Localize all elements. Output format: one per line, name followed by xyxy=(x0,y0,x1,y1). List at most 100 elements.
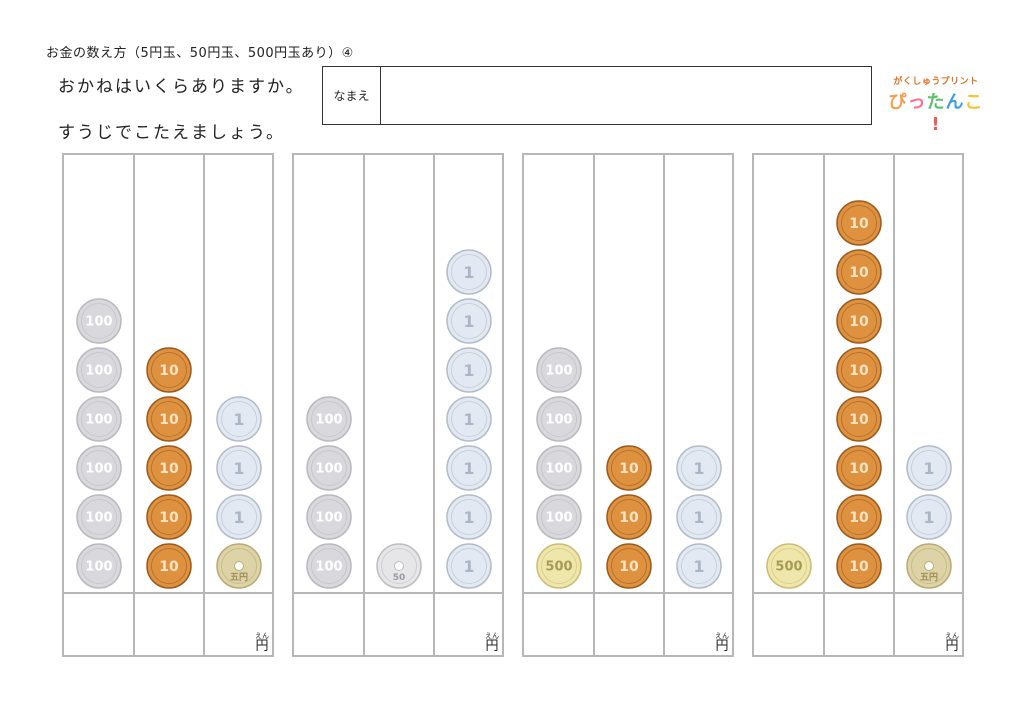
name-box: なまえ xyxy=(322,66,872,125)
answer-cell-2[interactable] xyxy=(134,594,202,655)
yen-unit-label: えん円 xyxy=(255,633,269,654)
coin-10-icon: 10 xyxy=(146,396,192,442)
coin-1-icon: 1 xyxy=(446,347,492,393)
coin-label: 10 xyxy=(849,412,869,428)
coin-label: 10 xyxy=(159,559,179,575)
column-divider xyxy=(823,155,825,655)
column-divider xyxy=(363,155,365,655)
instruction-line-1: おかねはいくらありますか。 xyxy=(58,77,305,97)
logo-subtitle: がくしゅうプリント xyxy=(893,77,979,87)
coin-label: 10 xyxy=(849,216,869,232)
yen-ruby: えん xyxy=(485,632,499,640)
coin-10-icon: 10 xyxy=(606,494,652,540)
coin-100-icon: 100 xyxy=(306,396,352,442)
coin-10-icon: 10 xyxy=(836,543,882,589)
coin-label: 10 xyxy=(619,510,639,526)
logo-char: ん xyxy=(945,92,965,113)
coin-label: 1 xyxy=(233,508,244,527)
coin-100-icon: 100 xyxy=(306,543,352,589)
answer-row-divider xyxy=(64,592,272,594)
coin-10-icon: 10 xyxy=(836,347,882,393)
coin-100-icon: 100 xyxy=(76,494,122,540)
coin-label: 五円 xyxy=(920,572,938,583)
coin-label: 100 xyxy=(545,413,572,428)
coin-label: 50 xyxy=(393,573,406,583)
answer-cell-yen[interactable]: えん円 xyxy=(895,594,962,655)
coin-label: 10 xyxy=(619,461,639,477)
coin-label: 1 xyxy=(463,508,474,527)
yen-ruby: えん xyxy=(945,632,959,640)
answer-cell-2[interactable] xyxy=(594,594,662,655)
coin-100-icon: 100 xyxy=(76,445,122,491)
coin-label: 500 xyxy=(775,560,802,575)
coin-panel: えん円 500 100 100 100 100 10 10 10 1 1 1 xyxy=(522,153,734,657)
coin-10-icon: 10 xyxy=(836,298,882,344)
coin-1-icon: 1 xyxy=(446,249,492,295)
coin-label: 1 xyxy=(923,508,934,527)
answer-cell-2[interactable] xyxy=(824,594,892,655)
answer-cell-2[interactable] xyxy=(364,594,432,655)
coin-10-icon: 10 xyxy=(836,249,882,295)
coin-panel: えん円 500 10 10 10 10 10 10 10 10 五円 1 1 xyxy=(752,153,964,657)
logo-char: こ xyxy=(964,92,984,113)
coin-100-icon: 100 xyxy=(76,396,122,442)
answer-row-divider xyxy=(524,592,732,594)
coin-10-icon: 10 xyxy=(146,445,192,491)
brand-logo: がくしゅうプリント ぴったんこ! xyxy=(888,74,984,135)
coin-5-icon: 五円 xyxy=(906,543,952,589)
coin-label: 1 xyxy=(463,557,474,576)
column-divider xyxy=(593,155,595,655)
coin-panel: えん円 100 100 100 100 50 1 1 1 1 1 1 1 xyxy=(292,153,504,657)
column-divider xyxy=(133,155,135,655)
answer-cell-yen[interactable]: えん円 xyxy=(435,594,502,655)
answer-cell-yen[interactable]: えん円 xyxy=(665,594,732,655)
coin-100-icon: 100 xyxy=(306,445,352,491)
answer-row-divider xyxy=(294,592,502,594)
coin-label: 1 xyxy=(463,361,474,380)
answer-cell-1[interactable] xyxy=(64,594,132,655)
coin-1-icon: 1 xyxy=(446,494,492,540)
yen-unit-label: えん円 xyxy=(715,633,729,654)
coin-1-icon: 1 xyxy=(676,543,722,589)
coin-label: 1 xyxy=(233,459,244,478)
logo-char: っ xyxy=(907,92,927,113)
coin-label: 100 xyxy=(85,560,112,575)
coin-label: 1 xyxy=(693,557,704,576)
coin-label: 100 xyxy=(85,364,112,379)
coin-label: 10 xyxy=(159,510,179,526)
coin-10-icon: 10 xyxy=(146,347,192,393)
coin-label: 1 xyxy=(463,263,474,282)
coin-label: 1 xyxy=(693,508,704,527)
coin-10-icon: 10 xyxy=(146,543,192,589)
logo-wordmark: ぴったんこ! xyxy=(888,88,984,135)
coin-1-icon: 1 xyxy=(216,396,262,442)
coin-500-icon: 500 xyxy=(536,543,582,589)
coin-label: 100 xyxy=(545,511,572,526)
answer-cell-1[interactable] xyxy=(754,594,822,655)
yen-kanji: 円 xyxy=(255,639,269,654)
coin-label: 1 xyxy=(463,410,474,429)
coin-label: 10 xyxy=(159,461,179,477)
coin-label: 1 xyxy=(233,410,244,429)
coin-label: 五円 xyxy=(230,572,248,583)
coin-5-icon: 五円 xyxy=(216,543,262,589)
coin-50-icon: 50 xyxy=(376,543,422,589)
coin-1-icon: 1 xyxy=(216,445,262,491)
name-field[interactable] xyxy=(381,67,871,124)
coin-1-icon: 1 xyxy=(446,298,492,344)
coin-100-icon: 100 xyxy=(536,494,582,540)
yen-kanji: 円 xyxy=(715,639,729,654)
coin-1-icon: 1 xyxy=(676,445,722,491)
name-label: なまえ xyxy=(323,67,381,124)
answer-cell-yen[interactable]: えん円 xyxy=(205,594,272,655)
coin-label: 10 xyxy=(849,510,869,526)
coin-1-icon: 1 xyxy=(446,396,492,442)
answer-cell-1[interactable] xyxy=(524,594,592,655)
coin-10-icon: 10 xyxy=(836,396,882,442)
logo-char: ぴ xyxy=(888,92,908,113)
coin-label: 1 xyxy=(923,459,934,478)
coin-panel: えん円 100 100 100 100 100 100 10 10 10 10 10 五円 1 1 1 xyxy=(62,153,274,657)
answer-cell-1[interactable] xyxy=(294,594,362,655)
coin-label: 100 xyxy=(545,364,572,379)
coin-100-icon: 100 xyxy=(536,396,582,442)
